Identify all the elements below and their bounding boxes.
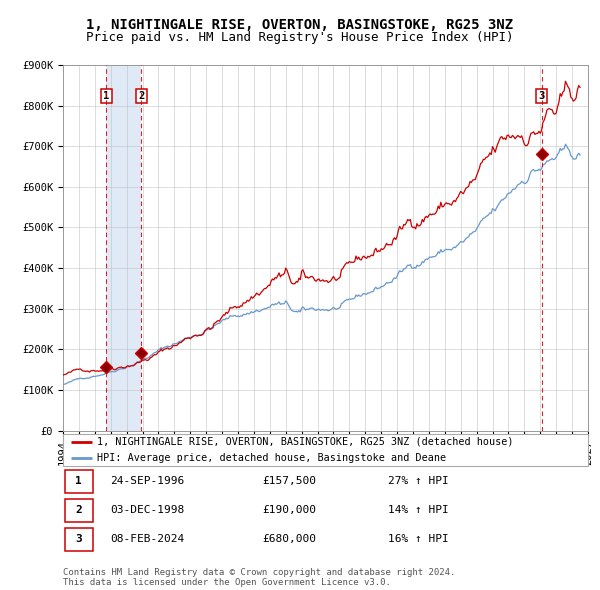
Text: £680,000: £680,000 [263,535,317,544]
Text: 27% ↑ HPI: 27% ↑ HPI [389,477,449,486]
Text: Contains HM Land Registry data © Crown copyright and database right 2024.
This d: Contains HM Land Registry data © Crown c… [63,568,455,587]
Text: 24-SEP-1996: 24-SEP-1996 [110,477,185,486]
FancyBboxPatch shape [63,434,588,466]
FancyBboxPatch shape [65,528,94,550]
FancyBboxPatch shape [65,470,94,493]
Text: HPI: Average price, detached house, Basingstoke and Deane: HPI: Average price, detached house, Basi… [97,453,446,463]
Text: 1, NIGHTINGALE RISE, OVERTON, BASINGSTOKE, RG25 3NZ: 1, NIGHTINGALE RISE, OVERTON, BASINGSTOK… [86,18,514,32]
Text: 3: 3 [539,91,545,101]
Text: 1: 1 [103,91,110,101]
Text: 08-FEB-2024: 08-FEB-2024 [110,535,185,544]
Text: 1, NIGHTINGALE RISE, OVERTON, BASINGSTOKE, RG25 3NZ (detached house): 1, NIGHTINGALE RISE, OVERTON, BASINGSTOK… [97,437,514,447]
Text: 2: 2 [76,506,82,515]
Text: £190,000: £190,000 [263,506,317,515]
Text: 14% ↑ HPI: 14% ↑ HPI [389,506,449,515]
FancyBboxPatch shape [65,499,94,522]
Text: 3: 3 [76,535,82,544]
Bar [106,65,141,431]
Text: 03-DEC-1998: 03-DEC-1998 [110,506,185,515]
Text: 1: 1 [76,477,82,486]
Text: Price paid vs. HM Land Registry's House Price Index (HPI): Price paid vs. HM Land Registry's House … [86,31,514,44]
Text: 16% ↑ HPI: 16% ↑ HPI [389,535,449,544]
Text: £157,500: £157,500 [263,477,317,486]
Text: 2: 2 [138,91,145,101]
